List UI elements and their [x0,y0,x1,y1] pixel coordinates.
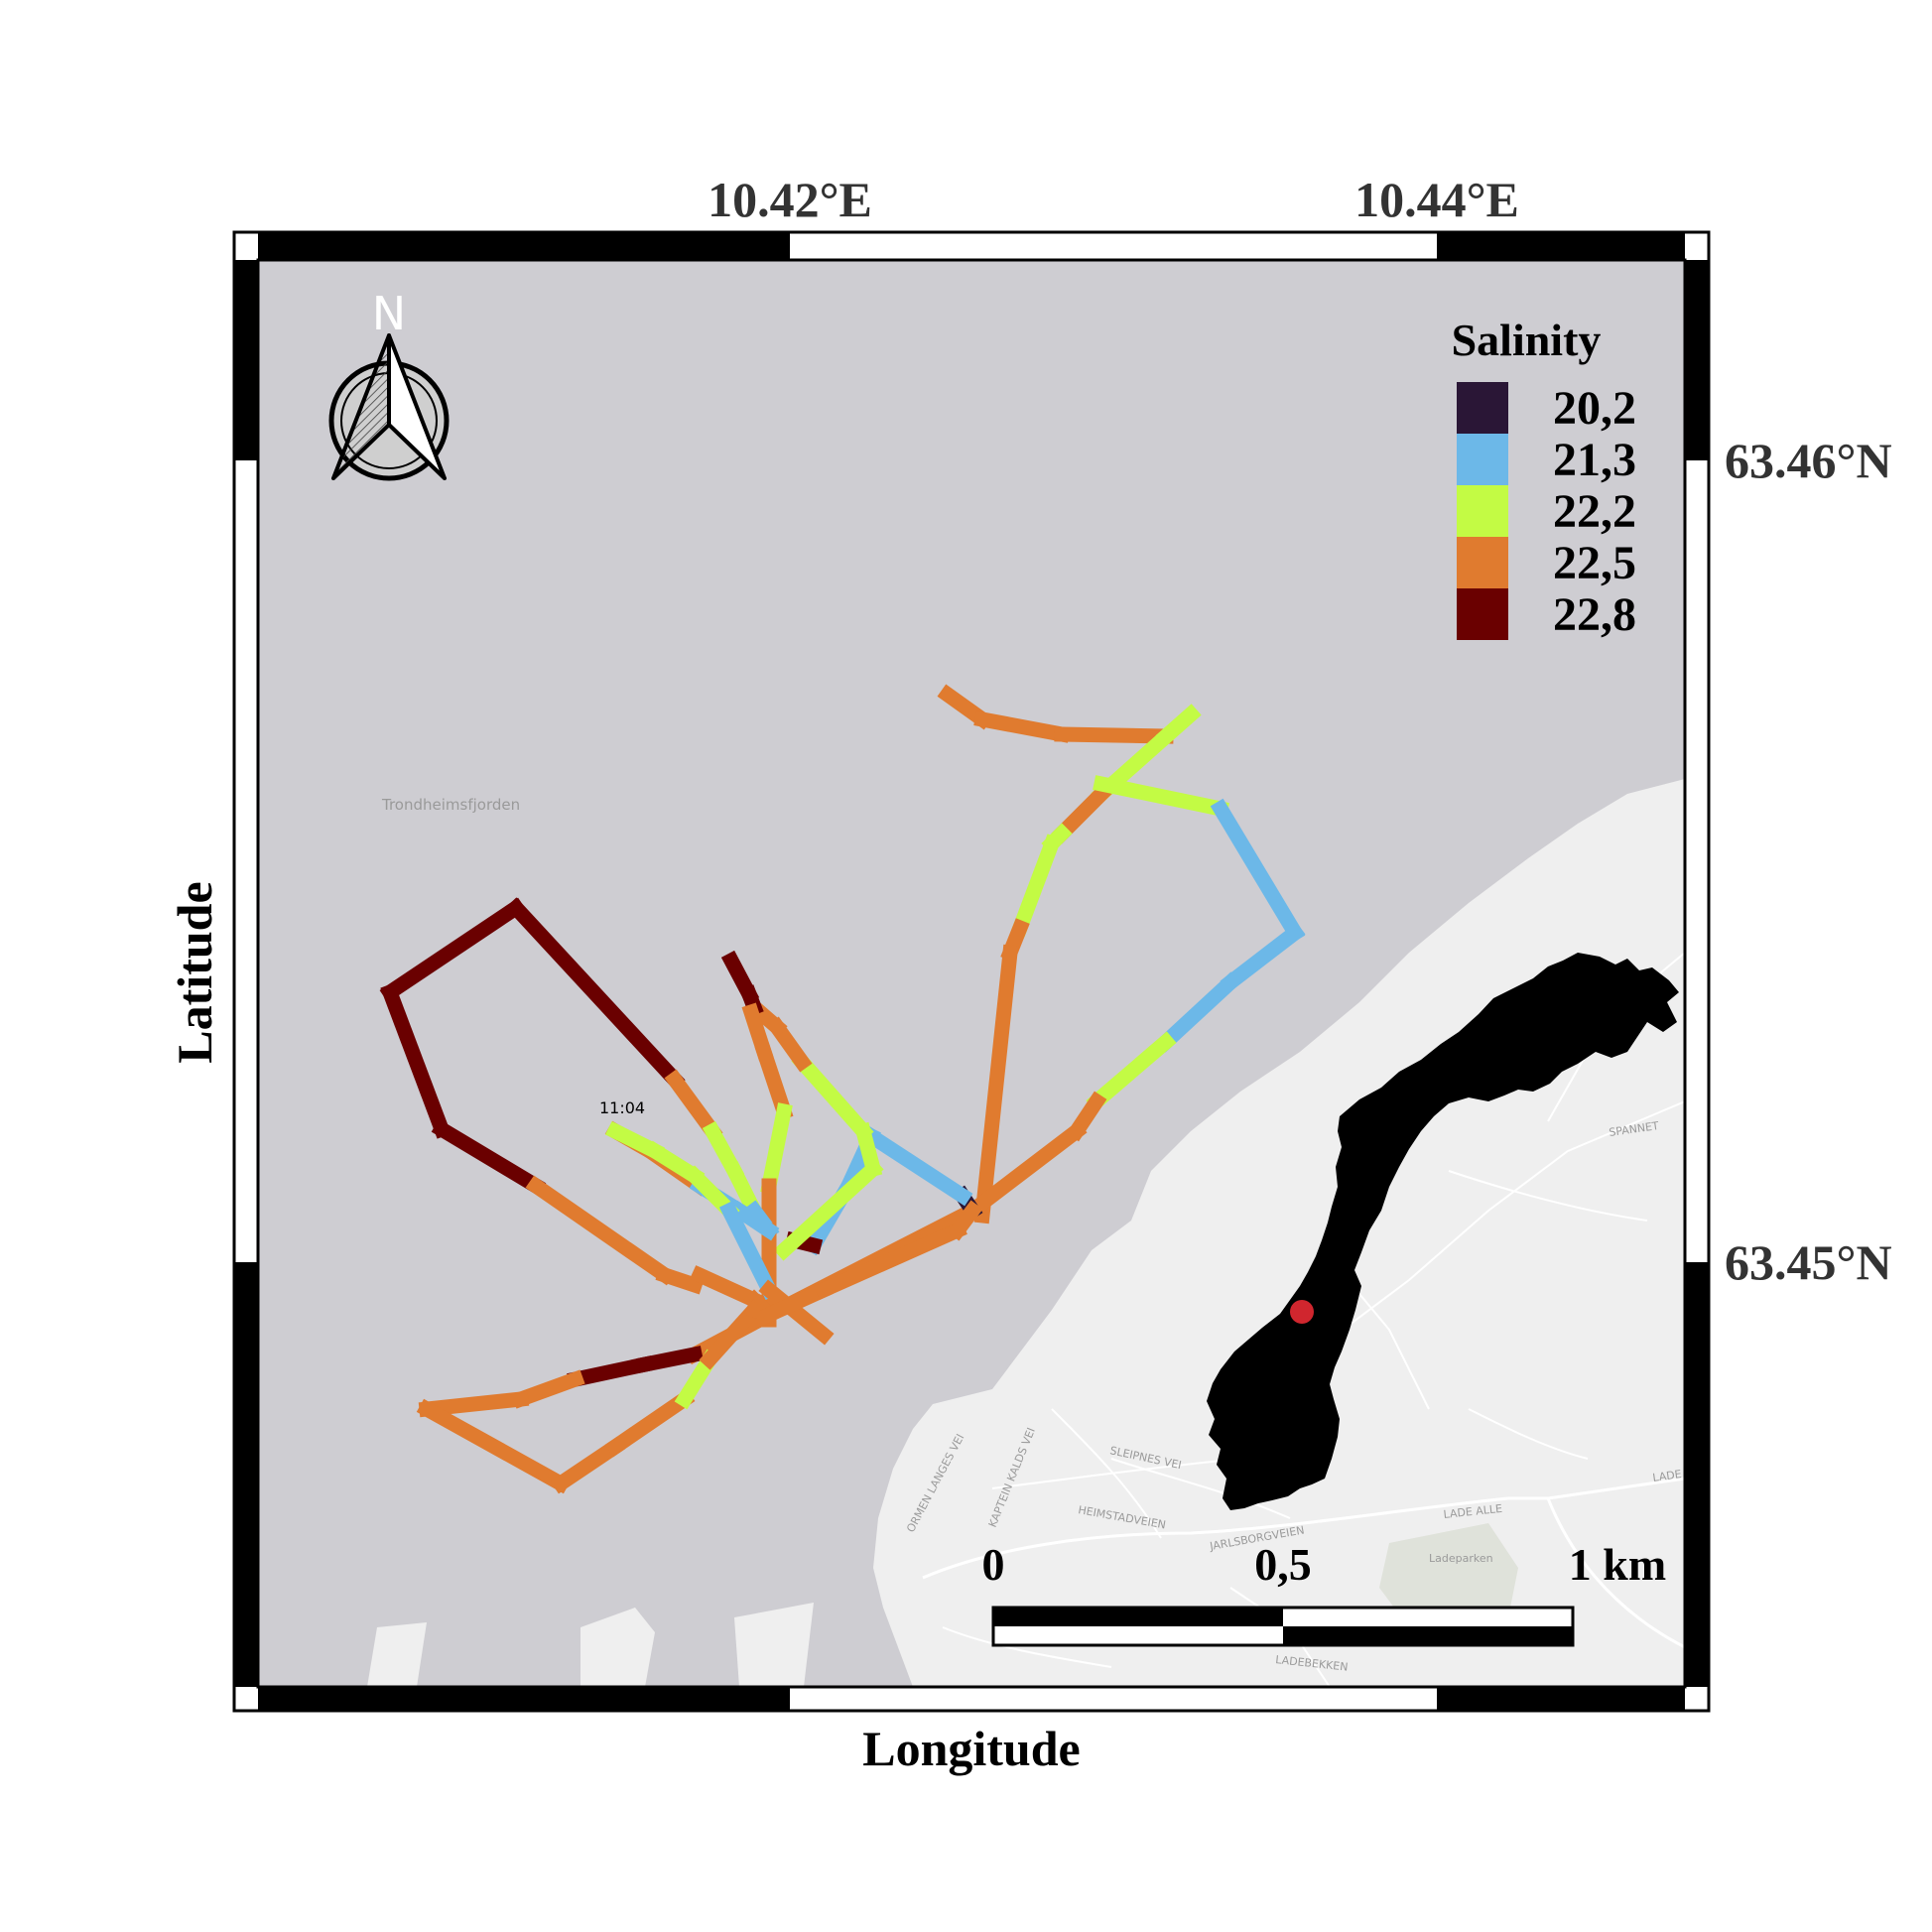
map-frame [232,230,1711,1713]
north-arrow-icon: N [328,287,450,481]
legend-swatch [1457,382,1508,434]
y-axis-title: Latitude [167,881,222,1063]
track-segment [380,982,451,1139]
track-segment [550,1436,626,1494]
track-segment [674,1349,720,1410]
legend-label: 22,8 [1553,588,1636,641]
scale-bar-segment [1283,1626,1573,1645]
scale-label-1km: 1 km [1569,1539,1666,1590]
track-segment [1051,783,1112,844]
scale-bar-segment [993,1608,1283,1626]
track-segment [699,1299,765,1370]
track-segment [962,1120,1088,1222]
track-segment [1155,971,1241,1053]
track-segment [1054,726,1174,744]
salinity-track [379,684,1306,1494]
land-east-shore [873,779,1685,1687]
x-tick-label: 10.44°E [1354,172,1519,227]
track-segment [754,1042,794,1121]
park-label: Ladeparken [1429,1552,1493,1565]
water-body-label: Trondheimsfjorden [381,796,520,814]
x-axis-title: Longitude [862,1721,1081,1776]
track-segment [690,1265,764,1310]
legend-label: 22,5 [1553,537,1636,589]
track-segment [1220,922,1306,993]
track-segment [664,1069,723,1142]
scale-label-0: 0 [982,1539,1005,1590]
track-segment [814,1221,967,1300]
track-segment [759,1280,834,1325]
legend-label: 21,3 [1553,434,1636,486]
track-segment [655,1265,705,1295]
track-segment [947,1200,983,1241]
map-panel: Trondheimsfjorden SPANNET SLEIPNES VEI H… [258,260,1685,1687]
land-pier-1 [367,1622,427,1687]
track-segment [728,1200,780,1241]
legend-label: 22,2 [1553,485,1636,538]
norway-inset-map [1207,953,1679,1510]
x-tick-label: 10.42°E [708,172,872,227]
track-segment [511,1369,585,1409]
legend-swatch [1457,588,1508,640]
track-segment [773,1158,884,1261]
track-segment [973,944,1019,1224]
track-segment [758,1279,835,1346]
track-segment [973,710,1071,743]
track-segment [1093,775,1229,818]
track-segment [416,1398,572,1494]
track-segment [525,1175,676,1286]
legend-title: Salinity [1452,315,1602,365]
north-label: N [372,287,406,340]
land-pier-2 [580,1608,655,1687]
track-segment [636,1346,704,1373]
track-segment [702,1120,745,1182]
track-segment [505,897,686,1091]
y-tick-label: 63.45°N [1725,1234,1892,1290]
legend-swatch [1457,485,1508,537]
track-segment [418,1390,530,1418]
track-segment [567,1355,654,1388]
y-tick-label: 63.46°N [1725,433,1892,488]
track-segment [1210,798,1306,944]
track-segment [379,897,527,1003]
street-label: LADE [1652,1468,1683,1484]
track-segment [791,1051,874,1142]
track-segment [760,1102,793,1195]
track-segment [1010,834,1062,938]
track-segment [644,1140,706,1187]
track-segment [431,1118,547,1197]
legend-swatch [1457,537,1508,588]
track-segment [684,1165,740,1222]
legend-swatch [1457,434,1508,485]
land-pier-3 [734,1603,814,1687]
time-annotation: 11:04 [599,1098,645,1117]
park-area [1379,1523,1518,1627]
norway-silhouette [1207,953,1679,1510]
track-segment [860,1125,973,1207]
scale-label-half: 0,5 [1254,1539,1312,1590]
track-segment [1086,1031,1177,1112]
track-segment [604,1388,696,1458]
track-segment [720,950,760,1005]
location-marker [1290,1300,1314,1324]
track-segment [718,1200,780,1301]
scale-bar: 0 0,5 1 km [982,1539,1666,1647]
legend: Salinity 20,221,322,222,522,8 [1452,315,1636,641]
legend-label: 20,2 [1553,382,1636,435]
street-label: LADE ALLE [1443,1502,1503,1521]
